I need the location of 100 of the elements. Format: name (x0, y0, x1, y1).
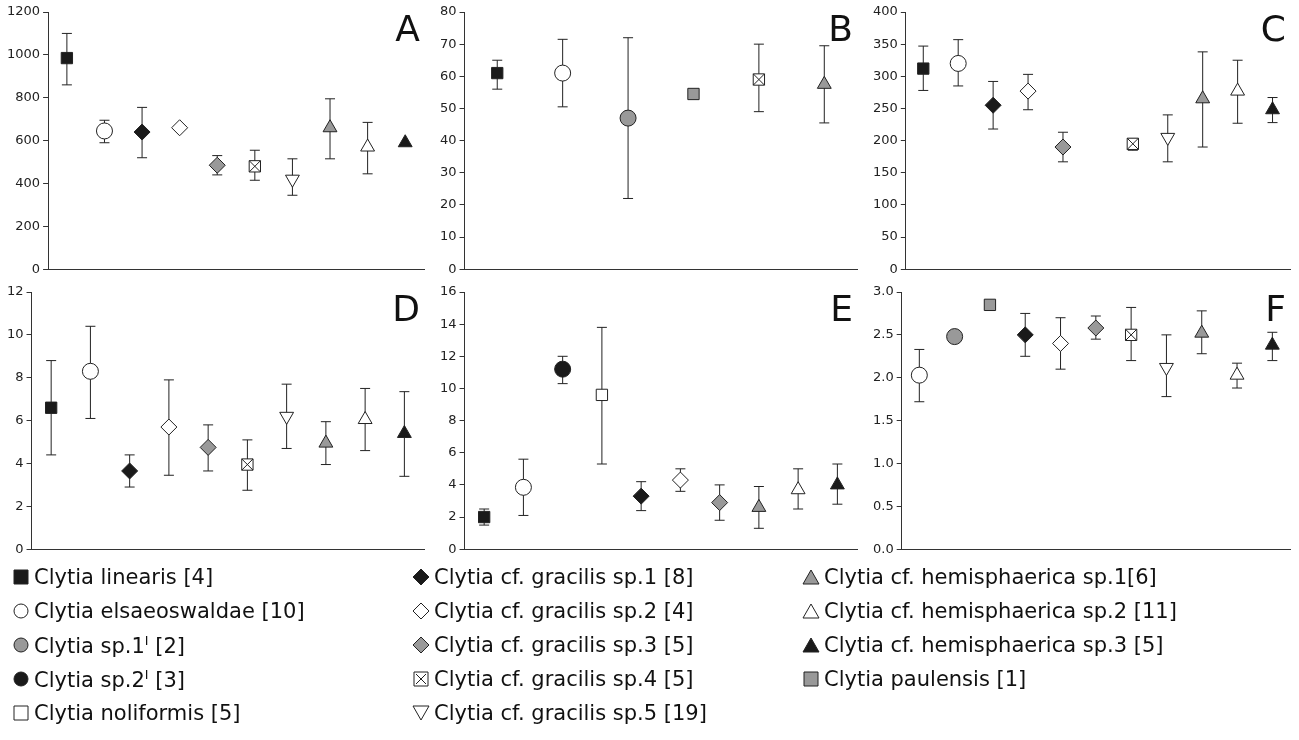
y-tick-label: 10 (440, 379, 457, 395)
point (619, 109, 637, 127)
y-tick-label: 4 (448, 476, 457, 492)
y-tick-label: 2.0 (872, 369, 894, 385)
point (984, 96, 1002, 114)
legend-label: Clytia elsaeoswaldae [10] (34, 599, 305, 623)
y-tick-label: 6 (15, 411, 24, 427)
point (595, 388, 609, 402)
y-tick-label: 50 (440, 99, 457, 115)
y-tick-label: 8 (448, 411, 457, 427)
point (554, 360, 572, 378)
y-tick-label: 6 (448, 444, 457, 460)
y-tick-label: 0 (448, 260, 457, 276)
y-tick-label: 4 (15, 454, 24, 470)
legend-label: Clytia cf. hemisphaerica sp.1[6] (824, 565, 1157, 589)
y-tick-label: 300 (872, 67, 898, 83)
point (1016, 326, 1034, 344)
y-tick-label: 0 (889, 260, 898, 276)
legend-label: Clytia cf. gracilis sp.4 [5] (434, 667, 694, 691)
y-tick-label: 800 (15, 89, 41, 105)
point (1230, 82, 1246, 96)
y-tick-label: 12 (7, 283, 24, 299)
y-tick-label: 40 (440, 131, 457, 147)
point (1160, 132, 1176, 146)
legend-label: Clytia cf. hemisphaerica sp.3 [5] (824, 633, 1164, 657)
point (95, 122, 113, 140)
point (790, 481, 806, 495)
y-tick-label: 0.5 (872, 497, 894, 513)
point (1054, 138, 1072, 156)
point (81, 362, 99, 380)
chart-title: E (830, 288, 853, 330)
point (687, 87, 700, 101)
point (632, 487, 650, 505)
point (397, 134, 413, 148)
legend-label: Clytia noliformis [5] (34, 701, 241, 725)
chart-title: A (395, 8, 421, 50)
y-tick-label: 2 (15, 497, 24, 513)
y-tick-label: 600 (15, 131, 41, 147)
point (318, 434, 334, 448)
point (1229, 366, 1245, 380)
chart-title: F (1265, 288, 1286, 330)
point (983, 298, 997, 312)
point (357, 411, 373, 425)
legend-label: Clytia cf. gracilis sp.1 [8] (434, 565, 694, 589)
y-tick-label: 1.0 (872, 454, 894, 470)
point (121, 462, 139, 480)
point (910, 366, 928, 384)
y-tick-label: 16 (440, 283, 457, 299)
y-tick-label: 0 (15, 540, 24, 556)
point (322, 119, 338, 133)
y-tick-label: 200 (872, 131, 898, 147)
point (285, 174, 300, 188)
y-tick-label: 0.0 (872, 540, 894, 556)
legend-label: Clytia cf. gracilis sp.3 [5] (434, 633, 694, 657)
point (1159, 362, 1174, 376)
y-tick-label: 150 (872, 164, 898, 180)
point (1195, 90, 1211, 104)
y-tick-label: 350 (872, 35, 898, 51)
point (751, 498, 767, 512)
y-tick-label: 2.5 (872, 326, 894, 342)
legend-label: Clytia sp.2$^{I}$ [3] (34, 666, 185, 692)
point (711, 494, 729, 512)
y-tick-label: 3.0 (872, 283, 894, 299)
y-tick-label: 70 (440, 35, 457, 51)
point (160, 418, 178, 436)
y-tick-label: 1200 (6, 3, 41, 19)
legend-label: Clytia cf. hemisphaerica sp.2 [11] (824, 599, 1177, 623)
y-tick-label: 12 (440, 347, 457, 363)
point (917, 62, 930, 75)
y-tick-label: 60 (440, 67, 457, 83)
y-tick-label: 30 (440, 164, 457, 180)
y-tick-label: 100 (872, 196, 898, 212)
point (514, 478, 532, 496)
legend-label: Clytia linearis [4] (34, 565, 214, 589)
y-tick-label: 200 (15, 217, 41, 233)
y-tick-label: 2 (448, 508, 457, 524)
y-tick-label: 20 (440, 196, 457, 212)
y-tick-label: 1.5 (872, 411, 894, 427)
point (1019, 82, 1037, 100)
y-tick-label: 250 (872, 99, 898, 115)
legend-label: Clytia paulensis [1] (824, 667, 1027, 691)
y-tick-label: 80 (440, 3, 457, 19)
chart-title: B (828, 8, 853, 50)
point (946, 328, 964, 346)
y-tick-label: 50 (881, 228, 898, 244)
y-tick-label: 400 (15, 174, 41, 190)
point (171, 119, 189, 137)
y-tick-label: 8 (15, 369, 24, 385)
point (554, 64, 572, 82)
point (199, 438, 217, 456)
point (949, 54, 967, 72)
point (360, 138, 376, 152)
y-tick-label: 0 (448, 540, 457, 556)
point (60, 51, 74, 65)
legend-label: Clytia sp.1$^{I}$ [2] (34, 632, 185, 658)
legend-label: Clytia cf. gracilis sp.5 [19] (434, 701, 707, 725)
point (829, 476, 845, 490)
point (45, 401, 58, 414)
chart-title: D (392, 288, 420, 330)
y-tick-label: 14 (440, 315, 457, 331)
